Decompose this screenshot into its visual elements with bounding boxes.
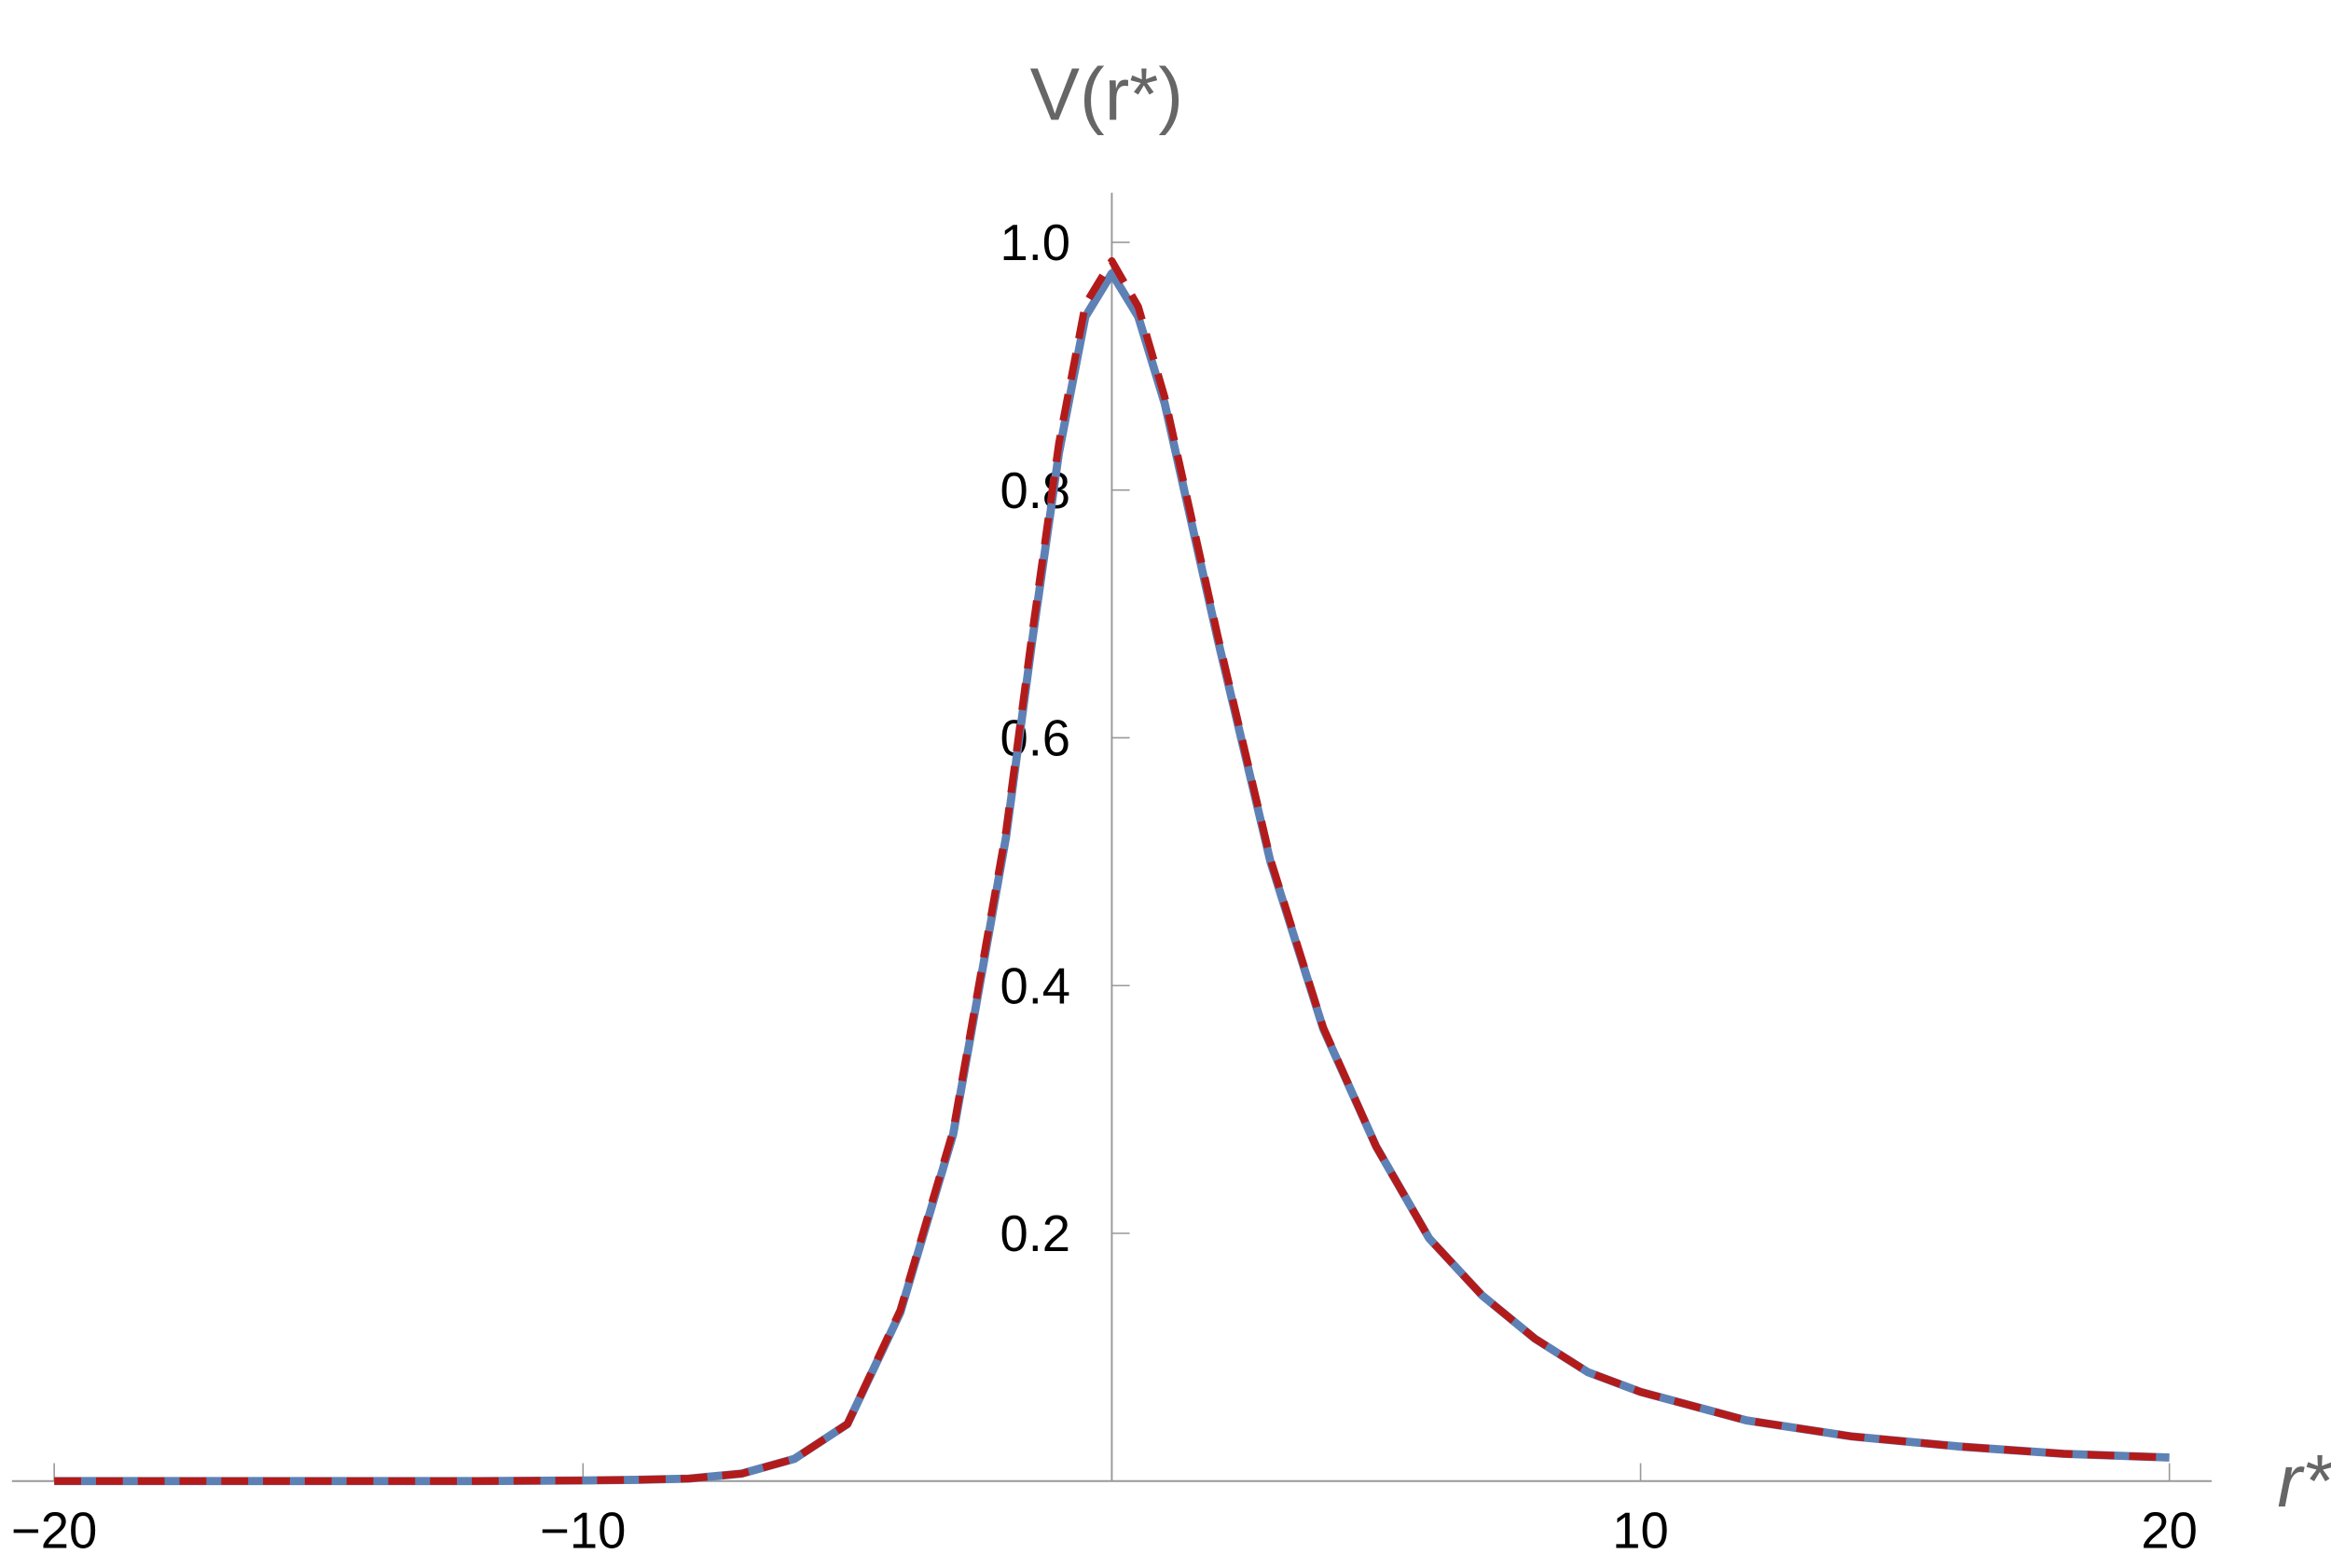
x-tick-label: 10 [1612, 1503, 1668, 1560]
x-tick-label: 20 [2141, 1503, 2197, 1560]
series-line [54, 256, 2170, 1485]
y-tick-label: 1.0 [1000, 214, 1070, 271]
x-tick-label: −10 [540, 1503, 626, 1560]
x-tick-label: −20 [11, 1503, 97, 1560]
x-axis-label: r* [2277, 1439, 2331, 1522]
y-tick-label: 0.2 [1000, 1205, 1070, 1262]
y-axis-label: V(r*) [1030, 52, 1183, 135]
y-tick-label: 0.4 [1000, 957, 1070, 1014]
y-tick-label: 0.6 [1000, 710, 1070, 767]
